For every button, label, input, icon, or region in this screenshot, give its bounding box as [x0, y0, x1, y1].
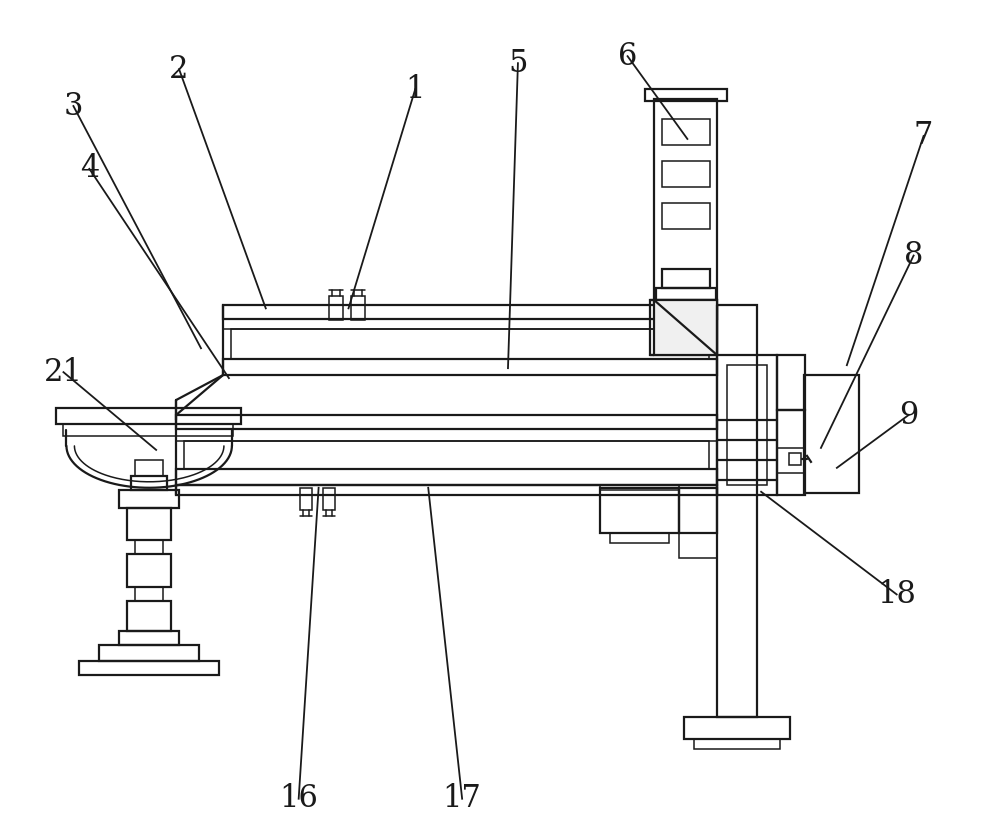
Polygon shape	[654, 300, 717, 355]
Bar	[717, 305, 757, 717]
Bar	[79, 661, 219, 675]
Bar	[804, 375, 859, 493]
Bar	[684, 717, 790, 739]
Bar	[56, 408, 241, 424]
Bar	[662, 203, 710, 229]
Bar	[777, 447, 805, 473]
Bar	[679, 533, 717, 557]
Bar	[176, 468, 717, 484]
Bar	[135, 587, 163, 602]
Bar	[600, 484, 679, 489]
Bar	[131, 476, 167, 489]
Text: 6: 6	[618, 41, 637, 72]
Bar	[135, 540, 163, 554]
Bar	[119, 489, 179, 508]
Text: 18: 18	[877, 579, 916, 610]
Bar	[645, 89, 727, 101]
Text: 17: 17	[443, 784, 482, 815]
Bar	[777, 355, 805, 410]
Bar	[789, 453, 801, 465]
Bar	[610, 533, 669, 542]
Bar	[176, 415, 717, 429]
Text: 9: 9	[899, 400, 918, 431]
Text: 4: 4	[80, 153, 99, 184]
Text: 1: 1	[406, 74, 425, 105]
Bar	[223, 360, 717, 375]
Bar	[329, 297, 343, 320]
Bar	[694, 739, 780, 749]
Bar	[223, 319, 717, 329]
Bar	[650, 300, 717, 355]
Text: 16: 16	[279, 784, 318, 815]
Bar	[223, 305, 717, 319]
Text: 3: 3	[64, 91, 83, 122]
Text: 5: 5	[508, 48, 528, 79]
Bar	[727, 365, 767, 484]
Bar	[656, 288, 716, 300]
Bar	[777, 410, 805, 494]
Bar	[135, 460, 163, 476]
Bar	[662, 119, 710, 145]
Text: 7: 7	[914, 121, 933, 152]
Bar	[654, 99, 717, 305]
Bar	[717, 355, 777, 494]
Bar	[231, 329, 709, 360]
Bar	[662, 268, 710, 288]
Bar	[127, 602, 171, 631]
Bar	[99, 645, 199, 661]
Bar	[63, 424, 233, 436]
Bar	[662, 161, 710, 187]
Bar	[176, 484, 717, 494]
Bar	[600, 488, 679, 533]
Bar	[351, 297, 365, 320]
Text: 2: 2	[169, 54, 189, 85]
Text: 8: 8	[904, 240, 923, 271]
Bar	[127, 554, 171, 587]
Bar	[119, 631, 179, 645]
Bar	[127, 508, 171, 540]
Bar	[656, 300, 716, 313]
Bar	[679, 488, 717, 533]
Bar	[176, 429, 717, 441]
Bar	[300, 488, 312, 510]
Bar	[184, 441, 709, 468]
Text: 21: 21	[44, 357, 83, 388]
Bar	[323, 488, 335, 510]
